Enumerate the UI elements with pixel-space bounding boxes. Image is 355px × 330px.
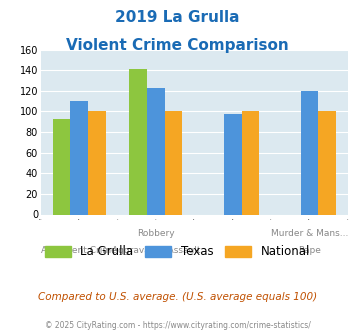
- Bar: [165, 112, 182, 214]
- Text: 2019 La Grulla: 2019 La Grulla: [115, 10, 240, 25]
- Bar: [147, 88, 165, 214]
- Text: Rape: Rape: [298, 246, 321, 255]
- Bar: [88, 112, 106, 214]
- Bar: [241, 112, 259, 214]
- Bar: [70, 101, 88, 214]
- Text: © 2025 CityRating.com - https://www.cityrating.com/crime-statistics/: © 2025 CityRating.com - https://www.city…: [45, 321, 310, 330]
- Text: Compared to U.S. average. (U.S. average equals 100): Compared to U.S. average. (U.S. average …: [38, 292, 317, 302]
- Bar: [318, 112, 336, 214]
- Bar: [130, 69, 147, 215]
- Legend: La Grulla, Texas, National: La Grulla, Texas, National: [40, 241, 315, 263]
- Text: All Violent Crime: All Violent Crime: [41, 246, 117, 255]
- Text: Violent Crime Comparison: Violent Crime Comparison: [66, 38, 289, 53]
- Bar: [301, 91, 318, 214]
- Text: Robbery: Robbery: [137, 229, 175, 238]
- Bar: [53, 118, 70, 214]
- Text: Aggravated Assault: Aggravated Assault: [112, 246, 200, 255]
- Bar: [224, 115, 241, 214]
- Text: Murder & Mans...: Murder & Mans...: [271, 229, 348, 238]
